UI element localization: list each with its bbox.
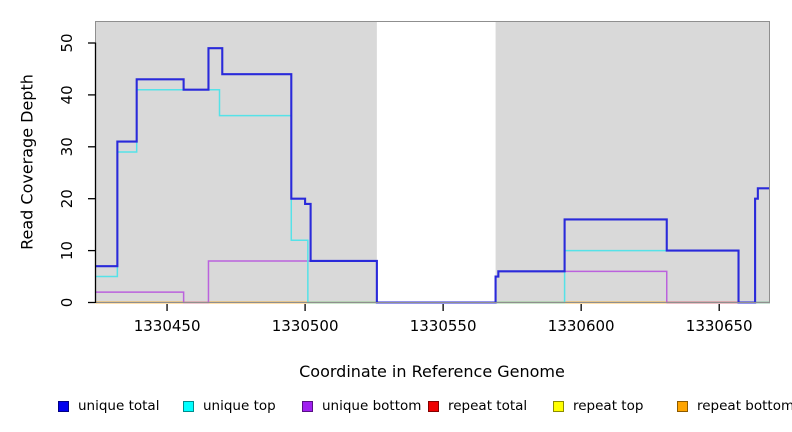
y-axis-tick-label: 40: [58, 85, 76, 104]
y-axis-tick-label: 30: [58, 137, 76, 156]
legend-item-label: repeat total: [448, 398, 528, 414]
repeat-total-swatch-icon: [428, 400, 439, 412]
x-axis-label: Coordinate in Reference Genome: [299, 362, 565, 381]
legend-item-repeat-total: repeat total: [428, 398, 527, 414]
legend-item-unique-top: unique top: [183, 398, 276, 414]
x-axis-tick-label: 1330450: [134, 317, 201, 335]
y-axis-label: Read Coverage Depth: [17, 74, 37, 250]
x-axis: 1330450 1330500 1330550 1330600 1330650: [134, 304, 753, 335]
legend-item-unique-bottom: unique bottom: [302, 398, 421, 414]
unique-total-swatch-icon: [58, 400, 69, 412]
x-axis-tick-label: 1330550: [410, 317, 477, 335]
x-axis-tick-label: 1330500: [272, 317, 339, 335]
y-axis-tick-label: 50: [58, 33, 76, 52]
legend-item-label: unique total: [78, 398, 160, 414]
y-axis-tick-label: 20: [58, 189, 76, 208]
legend-item-repeat-bottom: repeat bottom: [677, 398, 792, 414]
x-axis-tick-label: 1330650: [686, 317, 753, 335]
legend: unique total unique top unique bottom re…: [0, 398, 792, 418]
legend-item-unique-total: unique total: [58, 398, 159, 414]
unique-bottom-swatch-icon: [302, 400, 313, 412]
repeat-top-swatch-icon: [553, 400, 564, 412]
legend-item-label: unique top: [203, 398, 276, 414]
legend-item-label: unique bottom: [322, 398, 422, 414]
legend-item-label: repeat bottom: [697, 398, 792, 414]
unique-top-swatch-icon: [183, 400, 194, 412]
series-line-unique-total: [95, 47, 770, 304]
y-axis-tick-label: 0: [58, 298, 76, 308]
legend-item-repeat-top: repeat top: [553, 398, 643, 414]
repeat-bottom-swatch-icon: [677, 400, 688, 412]
x-axis-tick-label: 1330600: [548, 317, 615, 335]
y-axis-tick-label: 10: [58, 241, 76, 260]
y-axis: 0 10 20 30 40 50: [58, 33, 97, 308]
uncovered-band: [376, 21, 496, 303]
panel-group: [95, 21, 770, 304]
legend-item-label: repeat top: [573, 398, 644, 414]
